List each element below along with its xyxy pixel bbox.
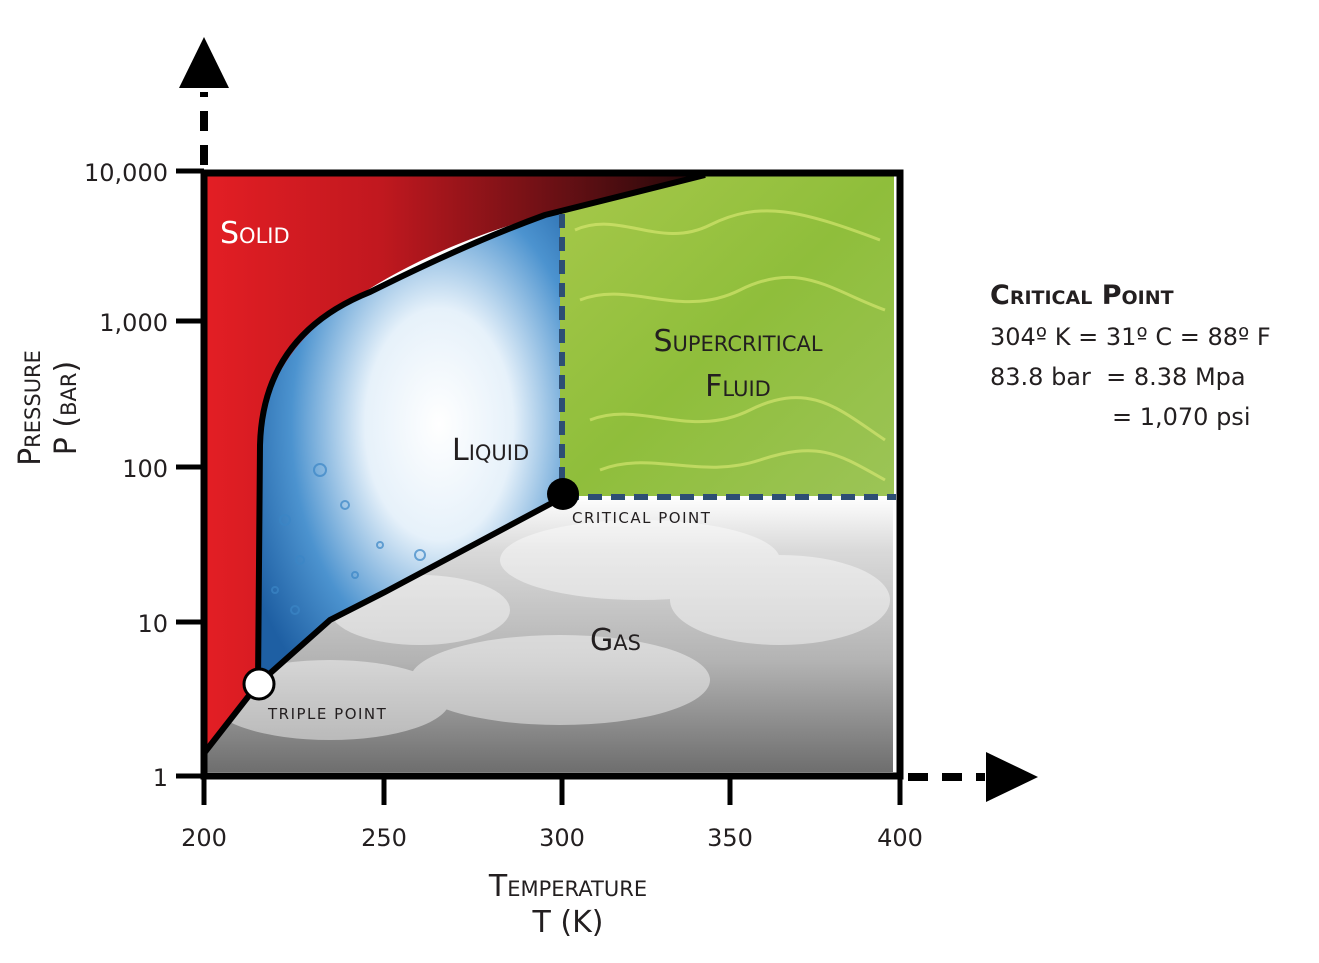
liquid-region — [258, 212, 560, 684]
x-tick-label-250: 250 — [361, 824, 407, 852]
vaporization-curve — [256, 493, 567, 687]
x-tick-label-300: 300 — [539, 824, 585, 852]
solid-label: Solid — [220, 216, 290, 251]
bubble-texture — [271, 463, 426, 615]
y-axis-unit: P (bar) — [49, 361, 84, 455]
x-tick-label-200: 200 — [181, 824, 227, 852]
liquid-label: Liquid — [452, 433, 529, 468]
gas-label: Gas — [590, 623, 641, 658]
supercritical-region — [560, 176, 894, 496]
y-tick-label-100: 100 — [122, 455, 168, 483]
x-axis-title: Temperature — [488, 869, 647, 904]
triple-point-label: triple point — [267, 705, 387, 723]
water-ripple-texture — [574, 209, 886, 482]
plot-frame — [200, 169, 904, 780]
y-axis-title: Pressure — [13, 350, 48, 466]
gas-region — [205, 496, 893, 772]
solid-region — [205, 175, 705, 752]
triple-point-marker — [242, 667, 276, 701]
critical-point-marker — [547, 478, 579, 510]
x-axis-unit: T (K) — [532, 905, 604, 940]
info-pressure-line: 83.8 bar = 8.38 Mpa — [990, 363, 1246, 391]
y-tick-label-10: 10 — [137, 610, 168, 638]
y-tick-marks — [176, 168, 204, 779]
cloud-texture — [210, 520, 890, 740]
supercritical-label-line1: Supercritical — [653, 324, 822, 359]
x-tick-label-350: 350 — [707, 824, 753, 852]
info-psi-line: = 1,070 psi — [1112, 403, 1251, 431]
x-tick-marks — [201, 776, 903, 805]
critical-point-info: Critical Point 304º K = 31º C = 88º F 83… — [990, 280, 1271, 437]
y-axis-arrow-icon — [179, 37, 229, 88]
x-axis-arrow-icon — [986, 752, 1038, 802]
y-tick-label-10000: 10,000 — [84, 159, 168, 187]
critical-point-label: critical point — [572, 509, 711, 527]
supercritical-label-line2: Fluid — [705, 369, 771, 404]
info-title: Critical Point — [990, 280, 1174, 311]
y-tick-label-1: 1 — [153, 764, 168, 792]
y-tick-label-1000: 1,000 — [99, 309, 168, 337]
x-tick-label-400: 400 — [877, 824, 923, 852]
melting-curve — [255, 172, 706, 685]
info-temperature-line: 304º K = 31º C = 88º F — [990, 323, 1271, 351]
